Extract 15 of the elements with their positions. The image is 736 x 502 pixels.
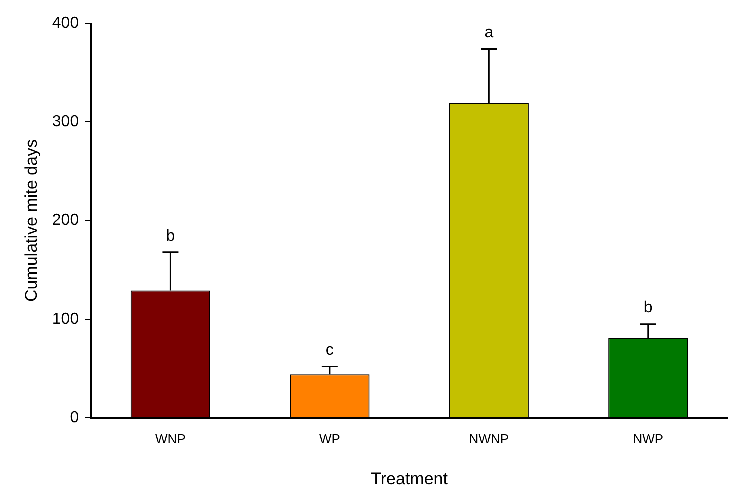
annotation: a [484,24,494,42]
annotation: b [644,300,653,317]
y-tick-label: 100 [52,310,80,328]
y-tick-label: 0 [70,409,80,426]
annotation: b [166,228,176,245]
y-tick-label: 200 [52,212,80,230]
x-tick-label: NWP [633,431,664,446]
y-axis-title: Cumulative mite days [22,140,41,302]
y-tick-label: 400 [52,15,80,32]
x-tick-label: NWNP [469,431,510,446]
x-tick-label: WNP [156,431,186,446]
x-axis-title: Treatment [371,469,448,488]
y-tick-label: 300 [52,114,80,131]
annotation: c [326,342,334,360]
x-tick-label: WP [319,431,340,446]
